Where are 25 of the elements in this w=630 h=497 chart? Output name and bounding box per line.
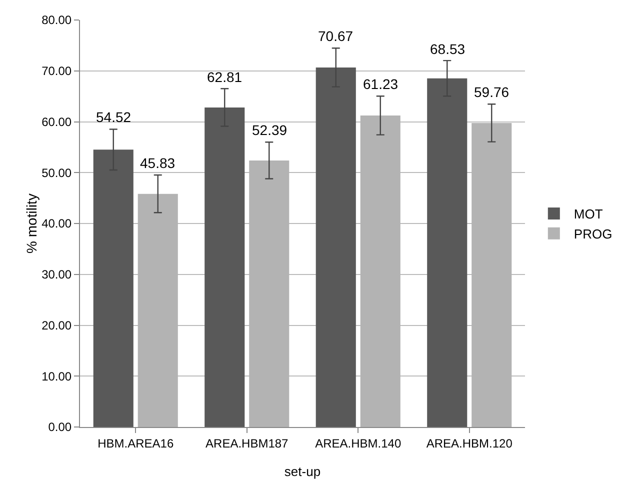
- x-tick-label: AREA.HBM187: [206, 436, 289, 450]
- data-label: 54.52: [96, 109, 132, 125]
- y-tick-label: 40.00: [42, 216, 72, 231]
- data-label: 45.83: [140, 155, 176, 171]
- y-tick-label: 60.00: [42, 114, 72, 129]
- y-tick-label: 0.00: [48, 420, 72, 434]
- x-tick-label: AREA.HBM.140: [315, 436, 402, 450]
- y-tick-label: 80.00: [42, 13, 72, 28]
- x-tick-label: AREA.HBM.120: [426, 436, 513, 450]
- legend-label: PROG: [574, 226, 612, 242]
- y-tick-label: 70.00: [42, 64, 72, 78]
- y-axis-title: % motility: [24, 194, 40, 254]
- x-tick-label: HBM.AREA16: [98, 436, 174, 450]
- x-axis-title: set-up: [284, 464, 321, 479]
- data-label: 62.81: [207, 69, 242, 85]
- data-label: 70.67: [318, 28, 354, 44]
- y-tick-label: 50.00: [42, 166, 72, 180]
- legend-label: MOT: [574, 206, 603, 222]
- y-tick-label: 30.00: [42, 268, 72, 282]
- y-tick-label: 10.00: [42, 369, 72, 384]
- data-label: 61.23: [363, 76, 398, 92]
- data-label: 68.53: [430, 41, 466, 57]
- y-tick-label: 20.00: [42, 318, 72, 332]
- data-label: 52.39: [252, 122, 288, 138]
- data-label: 59.76: [474, 84, 510, 100]
